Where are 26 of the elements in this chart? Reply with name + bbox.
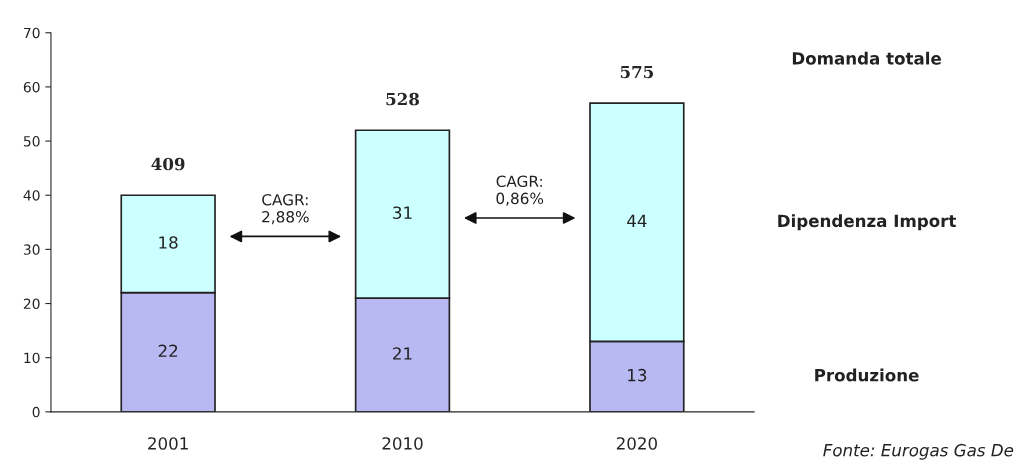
y-tick-label: 20	[23, 298, 40, 310]
y-tick-label: 40	[23, 190, 40, 201]
annotation: 409	[151, 157, 185, 171]
x-tick-label: 2001	[148, 437, 188, 450]
data-label: 13	[628, 368, 647, 382]
text: Dipendenza Import	[778, 214, 956, 231]
text: Produzione	[815, 368, 919, 382]
annotation: 575	[620, 65, 654, 79]
x-tick-label: 2020	[616, 437, 657, 450]
data-label: 21	[393, 347, 412, 360]
data-label: 18	[159, 236, 178, 249]
y-tick-label: 50	[23, 136, 40, 147]
annotation: CAGR: 0,86%	[496, 175, 544, 206]
data-label: 44	[627, 214, 647, 227]
source-note: Fonte: Eurogas Gas De	[823, 443, 1014, 460]
y-tick-label: 60	[23, 81, 40, 93]
y-tick-label: 30	[23, 244, 40, 255]
x-tick-label: 2010	[382, 437, 423, 450]
y-tick-label: 70	[24, 27, 40, 39]
annotation: CAGR: 2,88%	[262, 193, 309, 225]
data-label: 22	[158, 344, 178, 357]
annotation: 528	[386, 92, 419, 106]
text: Domanda totale	[792, 51, 941, 65]
y-tick-label: 10	[24, 352, 40, 364]
y-tick-label: 0	[32, 406, 40, 418]
data-label: 31	[393, 206, 412, 220]
